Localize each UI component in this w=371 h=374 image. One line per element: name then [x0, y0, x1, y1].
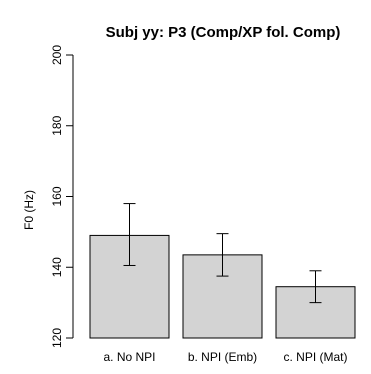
y-axis-label: F0 (Hz): [22, 190, 36, 230]
x-category-label: c. NPI (Mat): [283, 350, 347, 364]
x-axis-labels: a. No NPI b. NPI (Emb) c. NPI (Mat): [103, 350, 347, 364]
x-category-label: b. NPI (Emb): [188, 350, 257, 364]
y-tick-label: 160: [50, 186, 64, 206]
y-axis: 120 140 160 180 200: [50, 45, 74, 348]
chart-title: Subj yy: P3 (Comp/XP fol. Comp): [106, 24, 341, 41]
y-tick-label: 180: [50, 115, 64, 135]
bars: [89, 234, 356, 339]
y-tick-label: 120: [50, 328, 64, 348]
y-tick-label: 140: [50, 257, 64, 277]
y-tick-label: 200: [50, 45, 64, 65]
x-category-label: a. No NPI: [103, 350, 155, 364]
error-bars: [123, 203, 322, 304]
